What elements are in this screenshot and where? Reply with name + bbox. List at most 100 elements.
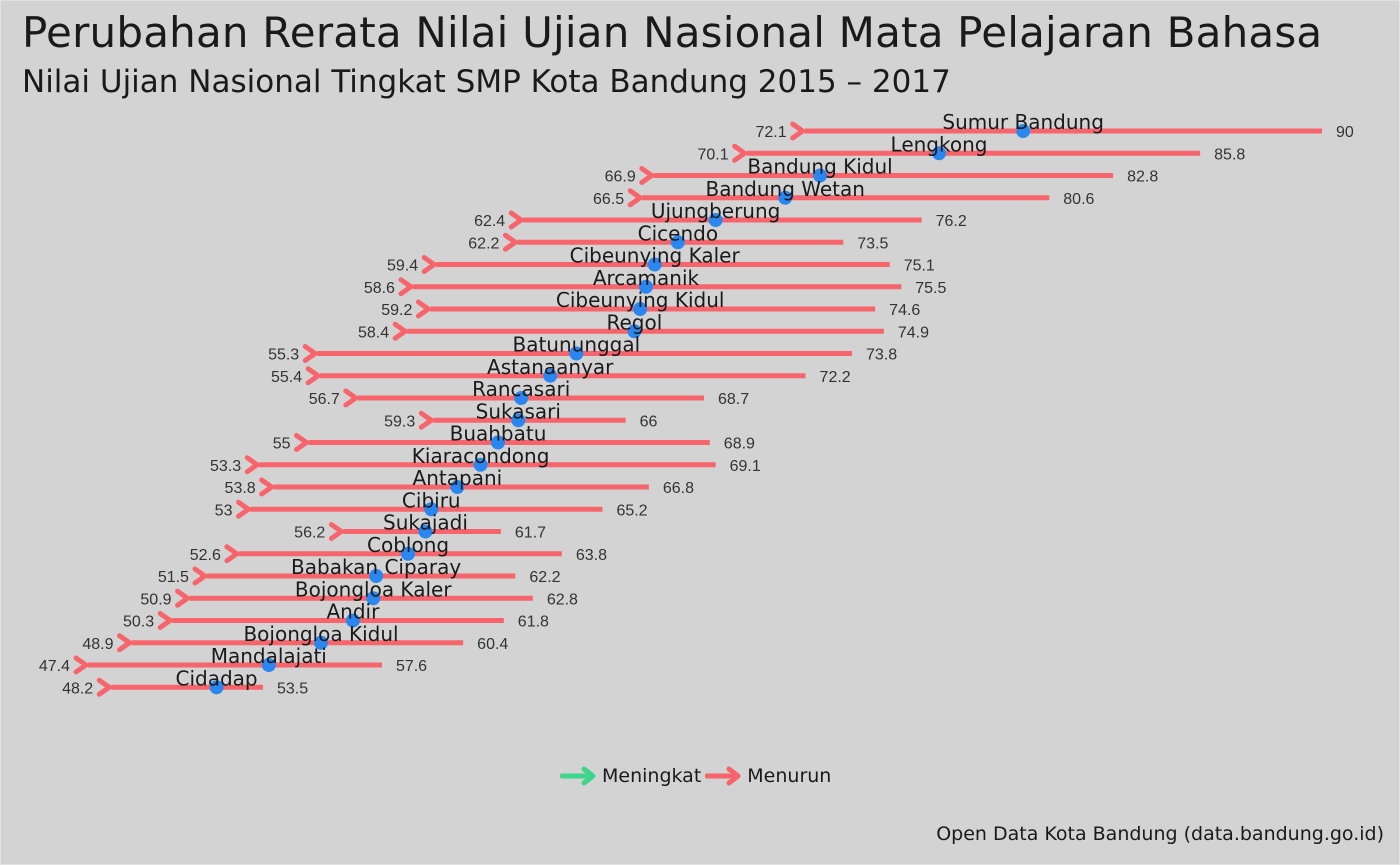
start-value-label: 61.8 xyxy=(518,614,549,631)
end-value-label: 66.9 xyxy=(605,169,636,186)
mean-point xyxy=(647,257,662,272)
category-label: Kiaracondong xyxy=(412,444,550,468)
category-label: Batununggal xyxy=(512,333,640,357)
start-value-label: 85.8 xyxy=(1214,146,1245,163)
start-value-label: 76.2 xyxy=(936,213,967,230)
chart-subtitle: Nilai Ujian Nasional Tingkat SMP Kota Ba… xyxy=(22,64,951,100)
start-value-label: 62.2 xyxy=(529,569,560,586)
mean-point xyxy=(424,502,439,517)
mean-point xyxy=(366,591,381,606)
source-caption: Open Data Kota Bandung (data.bandung.go.… xyxy=(936,823,1384,845)
arrow-head xyxy=(343,388,359,408)
mean-point xyxy=(670,235,685,250)
end-value-label: 50.9 xyxy=(140,591,171,608)
mean-point xyxy=(473,457,488,472)
mean-point xyxy=(638,279,653,294)
category-label: Ujungberung xyxy=(651,199,781,223)
end-value-label: 59.4 xyxy=(387,258,418,275)
category-label: Arcamanik xyxy=(593,266,700,290)
mean-point xyxy=(813,168,828,183)
start-value-label: 62.8 xyxy=(547,591,578,608)
arrow-head xyxy=(157,611,173,630)
end-value-label: 59.2 xyxy=(381,302,412,319)
end-value-label: 53 xyxy=(215,502,233,519)
legend-label-increase: Meningkat xyxy=(602,765,702,787)
legend-increase-head xyxy=(581,766,596,786)
mean-point xyxy=(401,546,416,561)
legend-item-decrease: Menurun xyxy=(705,765,831,787)
end-value-label: 55.3 xyxy=(268,347,299,364)
start-value-label: 75.5 xyxy=(915,280,946,297)
arrow-head xyxy=(508,210,524,230)
mean-point xyxy=(491,435,505,450)
end-value-label: 62.4 xyxy=(474,213,505,230)
arrow-head xyxy=(627,188,643,208)
end-value-label: 52.6 xyxy=(190,547,221,564)
category-label: Mandalajati xyxy=(211,644,327,668)
start-value-label: 66.8 xyxy=(663,480,694,497)
mean-point xyxy=(209,680,224,695)
category-label: Sumur Bandung xyxy=(942,110,1104,134)
category-label: Sukajadi xyxy=(383,511,468,535)
start-value-label: 66 xyxy=(640,413,658,430)
legend-arrow-increase-icon xyxy=(560,766,596,786)
end-value-label: 62.2 xyxy=(468,235,499,252)
arrow-head xyxy=(175,588,191,608)
arrow-head xyxy=(96,677,112,697)
start-value-label: 73.8 xyxy=(866,347,897,364)
legend: Meningkat Menurun xyxy=(560,763,831,789)
mean-point xyxy=(778,190,793,205)
mean-point xyxy=(261,658,276,672)
end-value-label: 58.4 xyxy=(358,324,389,341)
arrow-head xyxy=(732,143,748,163)
end-value-label: 55.4 xyxy=(271,369,302,386)
end-value-label: 56.7 xyxy=(309,391,340,408)
end-value-label: 48.2 xyxy=(62,680,93,697)
legend-label-decrease: Menurun xyxy=(747,765,832,787)
mean-point xyxy=(543,368,558,383)
end-value-label: 51.5 xyxy=(158,569,189,586)
category-label: Buahbatu xyxy=(450,422,547,446)
arrow-head xyxy=(224,544,240,564)
legend-arrow-decrease-icon xyxy=(705,766,741,786)
category-label: Bandung Kidul xyxy=(747,155,892,179)
mean-point xyxy=(932,146,947,161)
end-value-label: 50.3 xyxy=(123,614,154,631)
start-value-label: 90 xyxy=(1336,124,1354,141)
category-label: Bojongloa Kaler xyxy=(295,577,452,601)
category-label: Andir xyxy=(327,600,381,624)
start-value-label: 82.8 xyxy=(1127,169,1158,186)
end-value-label: 58.6 xyxy=(364,280,395,297)
category-label: Cibeunying Kidul xyxy=(556,288,725,312)
legend-decrease-head xyxy=(726,766,741,786)
arrow-head xyxy=(117,633,133,653)
mean-point xyxy=(569,346,584,361)
category-label: Cibeunying Kaler xyxy=(570,244,741,268)
mean-point xyxy=(514,391,529,405)
category-label: Sukasari xyxy=(476,399,561,423)
start-value-label: 75.1 xyxy=(904,258,935,275)
arrow-head xyxy=(294,433,310,452)
arrow-head xyxy=(259,477,275,497)
arrow-head xyxy=(421,255,437,274)
arrow-head xyxy=(305,366,321,386)
category-label: Lengkong xyxy=(891,132,988,156)
arrow-head xyxy=(302,344,318,363)
start-value-label: 69.1 xyxy=(730,458,761,475)
arrow-head xyxy=(73,655,89,675)
category-label: Cibiru xyxy=(402,488,461,512)
start-value-label: 53.5 xyxy=(277,680,308,697)
arrow-head xyxy=(328,522,344,541)
end-value-label: 59.3 xyxy=(384,413,415,430)
category-label: Rancasari xyxy=(472,377,570,401)
mean-point xyxy=(708,213,723,227)
start-value-label: 68.9 xyxy=(724,436,755,453)
mean-point xyxy=(627,324,642,339)
start-value-label: 80.6 xyxy=(1063,191,1094,208)
category-label: Bandung Wetan xyxy=(706,177,865,201)
mean-point xyxy=(369,569,384,583)
start-value-label: 73.5 xyxy=(857,235,888,252)
arrow-head xyxy=(639,166,655,185)
end-value-label: 53.8 xyxy=(225,480,256,497)
